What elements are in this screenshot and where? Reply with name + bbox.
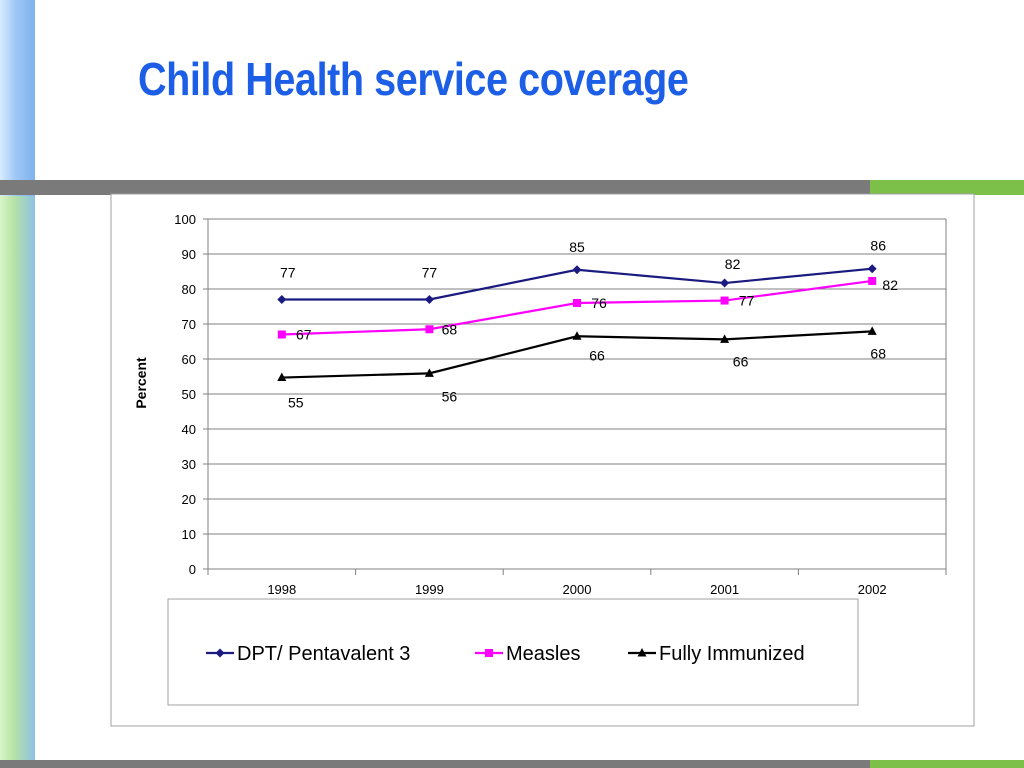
- data-point: [572, 331, 582, 340]
- data-point: [867, 326, 877, 335]
- data-label: 67: [296, 327, 312, 343]
- data-label: 68: [442, 321, 458, 337]
- y-tick-label: 50: [182, 387, 196, 402]
- plot-area: 0 10 20 30 40 50 60 70 80 90 100 1998 1999 2000 2001 20…: [174, 212, 947, 597]
- x-tick-label: 2001: [710, 582, 739, 597]
- data-point: [867, 264, 877, 274]
- data-label: 76: [591, 295, 607, 311]
- y-tick-label: 20: [182, 492, 196, 507]
- data-point: [277, 295, 287, 304]
- legend: DPT/ Pentavalent 3 Measles Fully Immunized: [206, 643, 805, 665]
- data-point: [868, 276, 877, 285]
- data-label: 77: [739, 293, 755, 309]
- legend-entry-label: DPT/ Pentavalent 3: [237, 643, 410, 665]
- y-tick-label: 60: [182, 352, 196, 367]
- y-tick-label: 10: [182, 527, 196, 542]
- bottom-divider-gray: [0, 760, 870, 768]
- data-label: 66: [589, 347, 605, 363]
- legend-box: [167, 598, 859, 706]
- data-label: 85: [569, 239, 585, 255]
- data-label: 77: [422, 265, 438, 281]
- y-tick-label: 30: [182, 457, 196, 472]
- legend-swatch-marker: [215, 648, 225, 658]
- x-tick-label: 1999: [415, 582, 444, 597]
- data-point: [720, 334, 730, 343]
- left-decor-stripe-lower: [0, 196, 35, 768]
- data-point: [720, 296, 729, 305]
- x-tick-label: 1998: [267, 582, 296, 597]
- x-tick-label: 2000: [563, 582, 592, 597]
- data-point: [277, 372, 287, 382]
- legend-swatch-marker: [485, 649, 493, 657]
- data-point: [573, 299, 581, 307]
- data-label: 86: [870, 238, 886, 254]
- data-label: 68: [870, 345, 886, 361]
- bottom-divider-green: [870, 760, 1024, 768]
- slide-title: Child Health service coverage: [138, 53, 689, 105]
- data-point: [424, 368, 434, 377]
- data-label: 77: [280, 265, 296, 281]
- data-label: 66: [733, 353, 749, 369]
- data-label: 56: [442, 388, 458, 404]
- top-divider-green: [870, 180, 1024, 195]
- data-label: 82: [725, 256, 741, 272]
- y-tick-label: 80: [182, 282, 196, 297]
- data-point: [572, 265, 582, 275]
- legend-entry-label: Measles: [506, 643, 580, 665]
- y-tick-label: 70: [182, 317, 196, 332]
- top-divider-gray: [0, 180, 870, 195]
- data-label: 82: [882, 277, 898, 293]
- data-point: [424, 295, 434, 304]
- y-tick-label: 100: [174, 212, 196, 227]
- data-point: [425, 325, 434, 334]
- legend-swatch-marker: [637, 648, 647, 657]
- y-axis-title: Percent: [133, 357, 149, 409]
- y-tick-label: 40: [182, 422, 196, 437]
- x-tick-label: 2002: [858, 582, 887, 597]
- data-point: [720, 278, 730, 288]
- data-point: [277, 330, 286, 339]
- legend-entry-label: Fully Immunized: [659, 643, 805, 665]
- y-tick-label: 0: [189, 562, 196, 577]
- data-label: 55: [288, 395, 304, 411]
- y-tick-label: 90: [182, 247, 196, 262]
